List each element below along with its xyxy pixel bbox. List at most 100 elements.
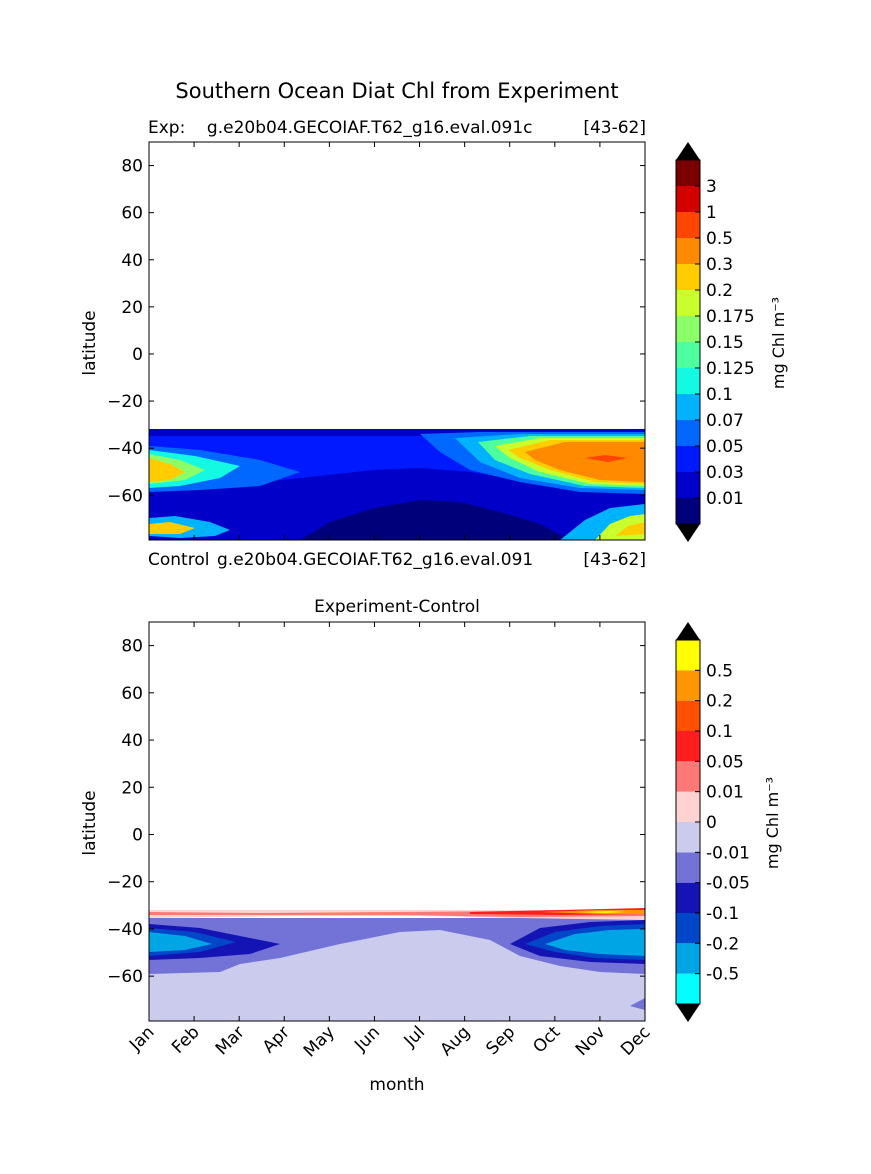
experiment-colorbar: 0.01 0.03 0.05 0.07 0.1 0.125 0.15 0.175 0.2 0.3 0…: [675, 142, 755, 542]
experiment-colorbar-label: 0.1: [706, 385, 733, 405]
experiment-colorbar-bin: [676, 186, 700, 212]
experiment-colorbar-label: 0.15: [706, 333, 744, 353]
experiment-colorbar-label: mg Chl m⁻³: [769, 297, 788, 389]
difference-ytick-label: −60: [107, 967, 143, 987]
experiment-ytick-label: 80: [121, 157, 143, 177]
difference-colorbar-label: 0.1: [706, 722, 733, 742]
difference-xtick-label: May: [300, 1022, 339, 1061]
difference-colorbar-bin: [676, 761, 700, 792]
difference-colorbar-bin: [676, 973, 700, 1004]
experiment-ylabel: latitude: [80, 310, 100, 375]
experiment-control-years: [43-62]: [583, 550, 646, 570]
experiment-ytick-label: −60: [107, 486, 143, 506]
difference-colorbar-label: 0.2: [706, 692, 733, 712]
experiment-colorbar-label: 0.01: [706, 489, 744, 509]
experiment-ytick-label: −40: [107, 439, 143, 459]
difference-colorbar-label: -0.01: [706, 843, 750, 863]
experiment-band-spring-6: [525, 442, 645, 482]
difference-xtick-label: Jan: [125, 1022, 158, 1055]
difference-colorbar-bin: [676, 791, 700, 822]
experiment-colorbar-bin: [676, 290, 700, 316]
difference-colorbar-bin: [676, 852, 700, 883]
experiment-colorbar-bin: [676, 420, 700, 446]
difference-xtick-label: Aug: [437, 1022, 475, 1060]
difference-colorbar-label: 0.01: [706, 783, 744, 803]
experiment-colorbar-bin: [676, 342, 700, 368]
difference-colorbar-bin: [676, 882, 700, 913]
experiment-colorbar-bin: [676, 368, 700, 394]
difference-colorbar-bin: [676, 700, 700, 731]
experiment-colorbar-label: 0.03: [706, 463, 744, 483]
difference-panel: Experiment-Control 80 60 40 20 0 −20 −40 −60 Ja…: [80, 597, 782, 1095]
difference-colorbar-bin: [676, 822, 700, 853]
experiment-control-label: Control: [148, 550, 209, 570]
difference-xtick-label: Jul: [400, 1022, 429, 1051]
experiment-colorbar-bin: [676, 238, 700, 264]
experiment-colorbar-label: 0.3: [706, 255, 733, 275]
difference-xtick-label: Jun: [350, 1022, 384, 1056]
experiment-colorbar-extend-max: [676, 142, 700, 160]
experiment-yticks: 80 60 40 20 0 −20 −40 −60: [107, 142, 646, 540]
difference-colorbar: -0.5 -0.2 -0.1 -0.05 -0.01 0 0.01 0.05 0.1 0.2 0.5: [675, 622, 750, 1022]
experiment-colorbar-label: 1: [706, 203, 717, 223]
experiment-colorbar-label: 0.07: [706, 411, 744, 431]
difference-colorbar-bin: [676, 640, 700, 671]
experiment-title-left: Exp: g.e20b04.GECOIAF.T62_g16.eval.091c: [148, 118, 533, 138]
experiment-band-south-dec-core: [615, 522, 645, 536]
difference-band-pos-5: [575, 911, 625, 913]
experiment-colorbar-label: 0.125: [706, 359, 755, 379]
difference-yticks: 80 60 40 20 0 −20 −40 −60: [107, 637, 645, 987]
difference-ytick-label: 80: [121, 637, 143, 657]
difference-xtick-label: Oct: [529, 1022, 564, 1057]
experiment-colorbar-label: 0.2: [706, 281, 733, 301]
difference-xtick-label: Mar: [212, 1022, 249, 1059]
experiment-colorbar-label: 0.175: [706, 307, 755, 327]
experiment-axes-frame: [148, 141, 646, 541]
experiment-control-run: g.e20b04.GECOIAF.T62_g16.eval.091: [217, 550, 533, 570]
difference-colorbar-bin: [676, 670, 700, 701]
difference-xtick-label: Dec: [617, 1022, 654, 1059]
difference-band-neg-dec-south: [630, 998, 645, 1010]
experiment-panel: Exp: g.e20b04.GECOIAF.T62_g16.eval.091c …: [80, 118, 788, 570]
experiment-colorbar-bin: [676, 264, 700, 290]
experiment-band-deepest: [300, 500, 570, 540]
difference-axes-frame: [148, 621, 646, 1022]
difference-band-neg-4b: [545, 929, 645, 956]
experiment-ytick-label: 20: [121, 298, 143, 318]
difference-colorbar-bin: [676, 731, 700, 762]
difference-xtick-label: Apr: [259, 1022, 294, 1057]
difference-colorbar-extend-max: [676, 622, 700, 640]
experiment-band-jan-west-4: [149, 458, 185, 482]
experiment-band-south-jan-core: [149, 522, 195, 534]
difference-colorbar-label: 0.5: [706, 661, 733, 681]
difference-colorbar-label: -0.2: [706, 934, 739, 954]
difference-xlabel: month: [369, 1075, 424, 1095]
difference-ytick-label: −40: [107, 920, 143, 940]
difference-xtick-label: Nov: [572, 1022, 610, 1060]
experiment-colorbar-bin: [676, 160, 700, 186]
difference-heatmap: [149, 908, 645, 1021]
difference-colorbar-bin: [676, 913, 700, 944]
experiment-heatmap: [149, 429, 645, 540]
difference-colorbar-label: -0.05: [706, 874, 750, 894]
experiment-colorbar-extend-min: [676, 524, 700, 542]
experiment-title-right: [43-62]: [583, 118, 646, 138]
figure-suptitle: Southern Ocean Diat Chl from Experiment: [175, 79, 618, 103]
experiment-colorbar-bin: [676, 394, 700, 420]
experiment-band-spring-peak: [585, 455, 628, 462]
difference-colorbar-label: mg Chl m⁻³: [763, 777, 782, 869]
experiment-colorbar-bin: [676, 316, 700, 342]
difference-ytick-label: −20: [107, 873, 143, 893]
difference-ytick-label: 60: [121, 684, 143, 704]
difference-band-neg-1: [149, 918, 645, 974]
experiment-colorbar-bin: [676, 446, 700, 472]
difference-ytick-label: 40: [121, 731, 143, 751]
experiment-ytick-label: 60: [121, 204, 143, 224]
experiment-colorbar-label: 0.5: [706, 229, 733, 249]
experiment-colorbar-bin: [676, 212, 700, 238]
experiment-ytick-label: 0: [132, 345, 143, 365]
experiment-ytick-label: −20: [107, 392, 143, 412]
experiment-ytick-label: 40: [121, 251, 143, 271]
difference-xtick-label: Sep: [482, 1022, 519, 1059]
difference-ytick-label: 0: [132, 825, 143, 845]
